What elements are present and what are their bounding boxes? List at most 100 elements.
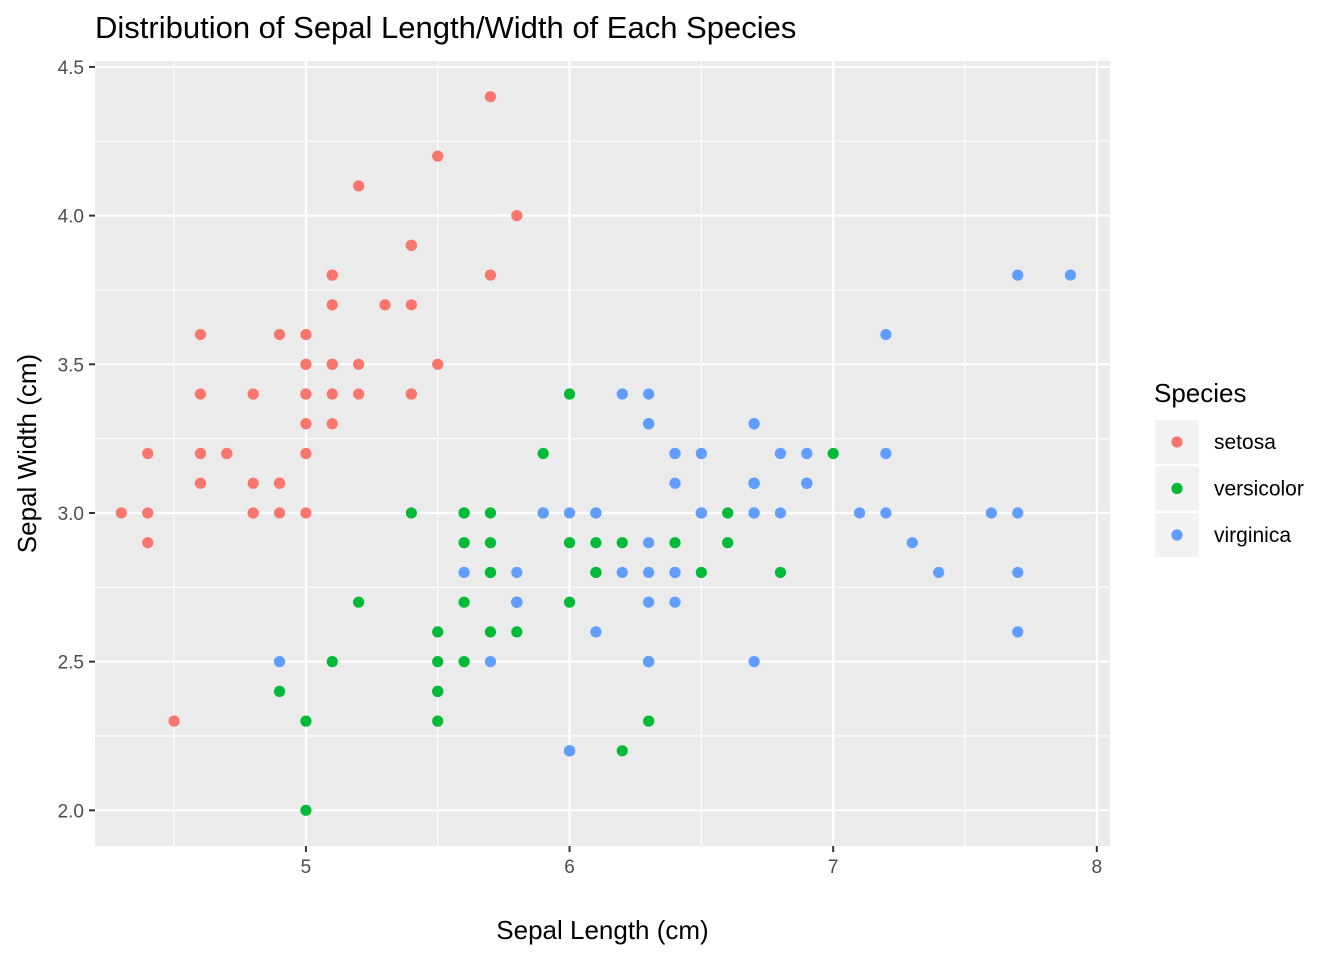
x-axis: 5 6 7 8 [301,846,1102,878]
legend-title: Species [1154,378,1247,408]
data-point-versicolor [326,656,338,668]
y-axis: 2.0 2.5 3.0 3.5 4.0 4.5 [58,58,95,822]
data-point-versicolor [300,715,312,727]
data-point-setosa [326,388,338,400]
data-point-setosa [511,210,523,222]
data-point-virginica [748,418,760,430]
data-point-setosa [353,388,365,400]
data-point-versicolor [722,507,734,519]
data-point-versicolor [273,685,286,697]
legend-swatch-virginica [1171,529,1183,541]
data-point-versicolor [432,715,444,727]
data-point-setosa [405,388,417,400]
series-virginica [273,269,1077,757]
data-point-versicolor [563,537,576,549]
data-point-versicolor [669,537,681,549]
data-point-virginica [1064,269,1077,281]
x-tick-label: 6 [564,857,575,878]
data-point-setosa [273,477,286,489]
data-point-versicolor [353,596,365,608]
data-point-virginica [590,507,602,519]
data-point-setosa [194,477,207,489]
data-point-virginica [669,566,681,579]
data-point-setosa [353,180,365,192]
data-point-virginica [616,388,628,400]
data-point-versicolor [484,626,497,638]
data-point-virginica [801,447,813,460]
data-point-setosa [168,715,180,727]
y-tick-label: 2.0 [58,801,84,822]
chart-title: Distribution of Sepal Length/Width of Ea… [95,10,796,45]
legend: Species setosa versicolor virginica [1154,378,1304,557]
legend-label-virginica: virginica [1214,524,1291,547]
minor-gridlines [95,61,1110,846]
data-point-setosa [379,299,391,311]
data-point-setosa [300,358,312,370]
data-point-virginica [273,656,286,668]
data-point-virginica [643,537,655,549]
data-point-setosa [247,507,259,519]
data-point-versicolor [484,537,497,549]
data-point-versicolor [590,566,602,579]
data-point-setosa [353,358,365,370]
y-tick-label: 4.0 [58,207,84,228]
major-gridlines [95,61,1110,846]
data-point-versicolor [722,537,734,549]
data-point-virginica [880,328,892,341]
data-point-setosa [221,447,233,460]
x-tick-label: 7 [828,857,839,878]
data-point-virginica [748,477,760,489]
data-point-virginica [484,656,497,668]
data-point-setosa [273,328,286,341]
data-point-setosa [484,91,497,103]
data-point-virginica [774,507,787,519]
legend-label-versicolor: versicolor [1214,478,1304,501]
data-point-virginica [695,447,707,460]
y-tick-label: 4.5 [58,58,84,79]
data-point-setosa [142,447,154,460]
data-point-setosa [194,388,207,400]
data-point-virginica [643,656,655,668]
data-point-versicolor [563,388,576,400]
data-point-virginica [563,745,576,757]
data-point-setosa [247,388,259,400]
data-point-versicolor [695,566,707,579]
data-point-virginica [774,447,787,460]
data-point-virginica [801,477,813,489]
data-point-setosa [432,358,444,370]
data-point-versicolor [484,507,497,519]
data-point-virginica [643,418,655,430]
data-point-versicolor [563,596,576,608]
data-point-setosa [326,299,338,311]
data-point-setosa [432,150,444,162]
data-point-versicolor [616,745,628,757]
data-point-setosa [273,507,286,519]
data-point-virginica [669,596,681,608]
legend-swatch-setosa [1171,436,1183,448]
data-point-virginica [880,447,892,460]
data-point-virginica [1012,507,1024,519]
data-point-versicolor [300,804,312,816]
data-point-versicolor [432,656,444,668]
data-point-versicolor [590,537,602,549]
data-point-virginica [1012,626,1024,638]
data-point-versicolor [432,685,444,697]
data-point-virginica [458,566,470,579]
data-point-versicolor [405,507,417,519]
data-point-setosa [300,447,312,460]
data-point-virginica [616,566,628,579]
legend-swatch-versicolor [1171,482,1183,495]
data-point-setosa [115,507,127,519]
data-point-virginica [643,388,655,400]
data-point-versicolor [432,626,444,638]
series-setosa [115,91,523,727]
data-point-setosa [405,299,417,311]
data-point-setosa [300,388,312,400]
data-point-virginica [643,596,655,608]
data-point-setosa [247,477,259,489]
data-point-virginica [511,596,523,608]
data-point-setosa [326,418,338,430]
data-point-versicolor [537,447,549,460]
y-tick-label: 3.0 [58,504,84,525]
y-tick-label: 2.5 [58,653,84,674]
